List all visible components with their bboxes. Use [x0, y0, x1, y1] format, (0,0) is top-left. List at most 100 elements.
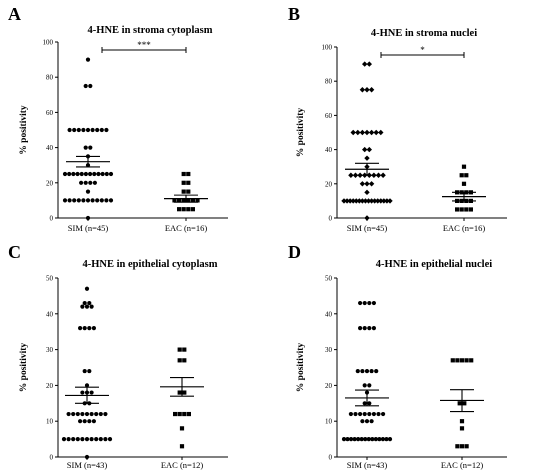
chart-title: 4-HNE in epithelial cytoplasm: [82, 259, 217, 270]
data-group-2: [440, 358, 484, 449]
y-tick-label: 10: [325, 418, 333, 426]
data-point: [347, 198, 353, 204]
data-point: [367, 300, 372, 306]
data-point: [190, 207, 195, 212]
chart-panel-b: B 4-HNE in stroma nuclei % positivity 0 20 40…: [288, 4, 507, 233]
y-tick-label: 40: [46, 310, 54, 318]
data-point: [459, 426, 465, 431]
y-tick-label: 40: [325, 310, 333, 318]
data-point: [182, 358, 187, 363]
y-tick-label: 60: [325, 112, 333, 120]
data-point: [88, 145, 93, 150]
data-point: [377, 437, 382, 442]
data-point: [367, 326, 372, 331]
y-tick-label: 20: [46, 179, 54, 187]
data-point: [85, 189, 91, 194]
data-point: [348, 411, 353, 417]
data-point: [350, 198, 356, 204]
significance-label: ***: [137, 40, 151, 50]
x-category-label: SIM (n=45): [68, 223, 109, 233]
y-tick-label: 20: [325, 180, 333, 188]
data-point: [71, 171, 76, 177]
data-point: [179, 444, 185, 449]
data-point: [364, 155, 370, 161]
y-tick-label: 0: [329, 454, 333, 462]
data-point: [359, 87, 366, 93]
data-group-2: [164, 171, 208, 212]
data-point: [464, 173, 469, 178]
data-point: [177, 207, 182, 212]
data-point: [186, 189, 191, 194]
data-point: [85, 215, 91, 221]
data-point: [455, 358, 460, 363]
data-point: [83, 180, 88, 185]
y-tick-label: 100: [322, 44, 333, 52]
data-point: [186, 411, 191, 417]
y-tick-label: 0: [50, 454, 54, 462]
data-point: [358, 411, 363, 417]
data-point: [455, 444, 460, 449]
data-point: [186, 180, 191, 185]
data-point: [356, 198, 363, 204]
x-category-label: EAC (n=12): [161, 460, 203, 470]
data-point: [182, 347, 187, 352]
data-point: [373, 437, 378, 442]
data-point: [87, 368, 92, 374]
data-point: [363, 437, 368, 442]
data-point: [177, 198, 182, 203]
data-point: [83, 145, 88, 150]
data-point: [104, 198, 109, 203]
data-point: [370, 437, 375, 442]
data-point: [181, 198, 186, 203]
data-point: [76, 127, 81, 133]
data-point: [367, 411, 372, 417]
data-point: [89, 437, 94, 442]
data-point: [459, 419, 465, 424]
data-point: [364, 87, 370, 93]
data-point: [67, 198, 72, 203]
data-point: [94, 411, 99, 417]
data-group-2: [160, 347, 204, 449]
data-point: [356, 437, 361, 442]
data-point: [181, 171, 186, 177]
y-tick-label: 30: [325, 346, 333, 354]
y-tick-label: 30: [46, 346, 54, 354]
data-group-1: [62, 57, 114, 221]
data-point: [71, 411, 76, 417]
data-point: [366, 146, 372, 153]
data-point: [173, 411, 178, 417]
data-point: [368, 129, 375, 136]
data-point: [85, 127, 91, 133]
data-point: [81, 198, 86, 203]
chart-panel-d: D 4-HNE in epithelial nuclei % positivity 0…: [288, 242, 507, 470]
data-point: [464, 444, 469, 449]
data-point: [350, 129, 356, 136]
data-point: [177, 390, 182, 395]
y-tick-label: 40: [46, 144, 54, 152]
data-point: [341, 198, 347, 204]
data-point: [82, 419, 87, 424]
y-tick-label: 60: [46, 109, 54, 117]
data-point: [96, 171, 101, 177]
y-tick-label: 80: [325, 78, 333, 86]
data-point: [359, 181, 366, 187]
data-point: [457, 401, 462, 406]
data-point: [177, 347, 182, 352]
data-point: [186, 198, 191, 203]
data-point: [108, 198, 114, 203]
y-tick-label: 20: [46, 382, 54, 390]
data-point: [355, 368, 360, 374]
data-point: [98, 437, 103, 442]
data-point: [365, 198, 372, 204]
data-point: [84, 437, 90, 442]
data-point: [81, 127, 86, 133]
data-point: [459, 444, 465, 449]
data-point: [182, 390, 187, 395]
data-point: [89, 411, 94, 417]
data-point: [78, 419, 83, 424]
data-point: [459, 173, 464, 178]
data-point: [84, 383, 90, 388]
data-point: [80, 304, 85, 309]
data-point: [186, 171, 191, 177]
data-point: [99, 198, 104, 203]
